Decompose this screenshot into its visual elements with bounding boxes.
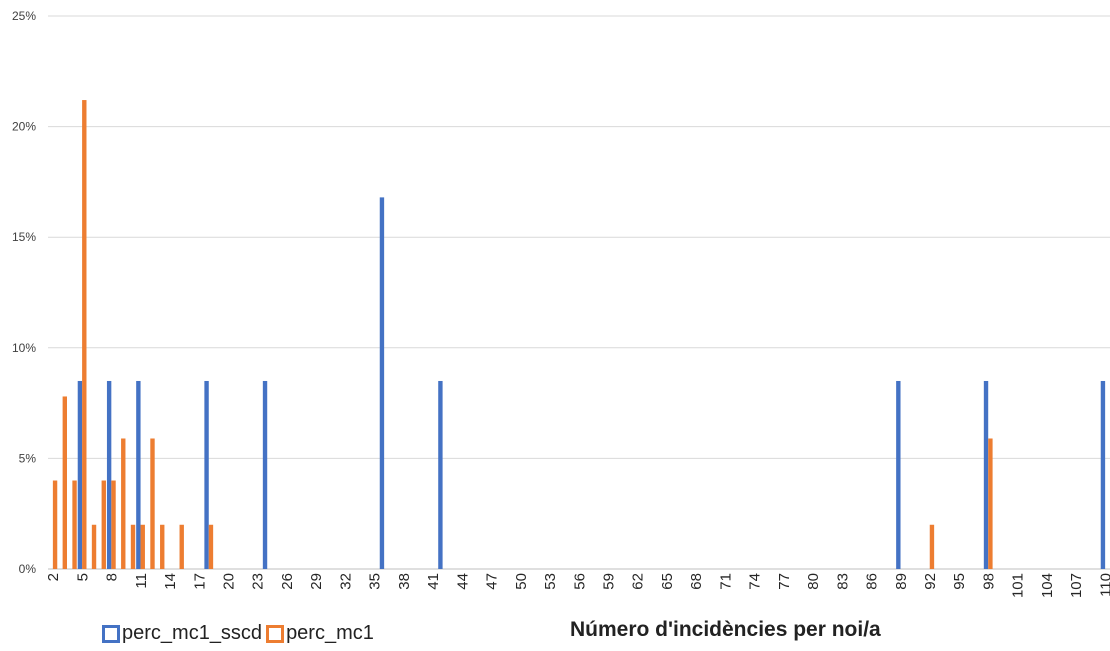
x-tick-label: 56	[571, 573, 588, 590]
bar-perc-mc1	[929, 524, 935, 569]
x-tick-label: 92	[922, 573, 939, 590]
x-tick-label: 65	[659, 573, 676, 590]
bar-perc-mc1	[101, 480, 106, 569]
bar-perc-mc1-sscd	[262, 380, 268, 569]
x-tick-label: 11	[133, 573, 150, 589]
x-tick-label: 41	[425, 573, 442, 590]
legend-swatch-perc-mc1-sscd	[102, 624, 120, 643]
y-tick-label: 15%	[12, 230, 36, 244]
x-tick-label: 17	[191, 573, 208, 590]
x-tick-label: 62	[630, 573, 647, 590]
x-tick-label: 14	[162, 573, 179, 590]
bar-perc-mc1	[160, 524, 165, 569]
x-tick-label: 32	[337, 573, 354, 590]
x-tick-label: 5	[74, 573, 91, 581]
x-tick-label: 38	[396, 573, 413, 590]
x-tick-label: 98	[980, 573, 997, 590]
bar-perc-mc1-sscd	[896, 380, 901, 569]
bar-perc-mc1-sscd	[77, 380, 83, 569]
x-tick-label: 35	[367, 573, 384, 590]
bar-perc-mc1	[988, 438, 993, 569]
bar-perc-mc1-sscd	[438, 380, 443, 569]
bar-perc-mc1-sscd	[983, 380, 989, 569]
bar-perc-mc1	[140, 524, 145, 569]
x-tick-label: 110	[1097, 573, 1110, 597]
bar-perc-mc1	[150, 438, 155, 569]
x-axis-title: Número d'incidències per noi/a	[570, 618, 881, 641]
x-tick-label: 101	[1010, 573, 1027, 598]
x-tick-label: 71	[717, 573, 734, 590]
x-tick-label: 74	[747, 573, 764, 590]
bar-perc-mc1	[208, 524, 214, 569]
bar-perc-mc1	[121, 438, 126, 569]
bar-perc-mc1	[62, 396, 67, 569]
legend-label-perc-mc1-sscd: perc_mc1_sscd	[122, 622, 263, 644]
x-tick-label: 50	[513, 573, 530, 590]
bar-perc-mc1	[111, 480, 116, 569]
bar-perc-mc1	[179, 524, 184, 569]
legend-item-perc-mc1: perc_mc1	[266, 622, 374, 645]
bar-perc-mc1	[52, 480, 58, 569]
y-tick-label: 10%	[12, 341, 36, 355]
legend-item-perc-mc1-sscd: perc_mc1_sscd	[102, 622, 262, 645]
legend-swatch-perc-mc1	[266, 624, 285, 643]
bar-perc-mc1-sscd	[204, 380, 209, 569]
x-tick-label: 8	[104, 573, 121, 581]
x-tick-label: 44	[454, 573, 471, 590]
y-tick-label: 25%	[12, 9, 36, 23]
x-tick-label: 104	[1039, 573, 1056, 598]
legend-label-perc-mc1: perc_mc1	[286, 622, 374, 644]
x-tick-label: 23	[250, 573, 267, 590]
x-tick-label: 95	[951, 573, 968, 590]
x-tick-label: 47	[484, 573, 501, 590]
x-tick-label: 20	[220, 573, 237, 590]
y-tick-label: 20%	[12, 120, 36, 134]
bar-perc-mc1-sscd	[379, 197, 385, 569]
x-tick-label: 53	[542, 573, 559, 590]
y-tick-label: 0%	[19, 562, 37, 576]
x-tick-label: 80	[805, 573, 822, 590]
x-tick-label: 26	[279, 573, 296, 590]
bar-perc-mc1	[72, 480, 77, 569]
bar-perc-mc1	[82, 100, 87, 569]
x-tick-label: 29	[308, 573, 325, 590]
x-tick-label: 89	[893, 573, 910, 590]
legend: perc_mc1_sscd perc_mc1	[102, 622, 378, 645]
bar-perc-mc1	[130, 524, 136, 569]
x-tick-label: 86	[864, 573, 881, 590]
x-tick-label: 83	[834, 573, 851, 590]
x-tick-label: 59	[600, 573, 617, 590]
y-tick-label: 5%	[19, 451, 37, 465]
bar-perc-mc1-sscd	[106, 380, 112, 569]
x-tick-label: 77	[776, 573, 793, 590]
x-tick-label: 107	[1068, 573, 1085, 598]
x-tick-label: 2	[45, 573, 62, 581]
bar-perc-mc1-sscd	[1100, 380, 1106, 569]
bar-perc-mc1	[91, 524, 97, 569]
bar-perc-mc1-sscd	[136, 380, 141, 569]
x-tick-label: 68	[688, 573, 705, 590]
